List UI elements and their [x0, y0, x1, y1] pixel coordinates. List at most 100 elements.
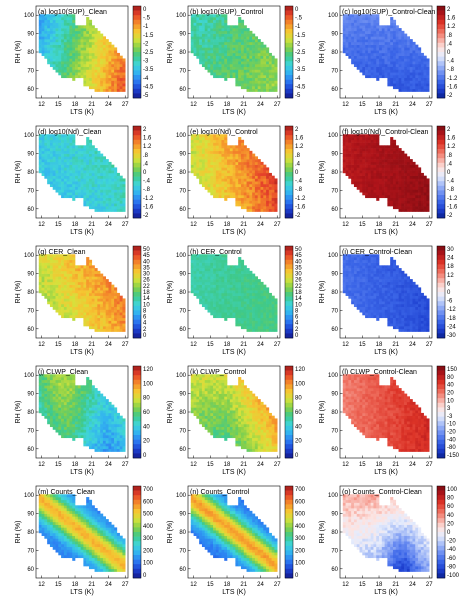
heatmap-cell	[370, 172, 374, 176]
heatmap-cell	[69, 55, 73, 59]
heatmap-cell	[221, 58, 225, 62]
heatmap-cell	[254, 164, 258, 168]
heatmap-cell	[387, 192, 391, 196]
heatmap-cell	[215, 279, 219, 283]
heatmap-cell	[61, 292, 65, 296]
heatmap-cell	[210, 148, 214, 152]
heatmap-cell	[63, 63, 67, 68]
heatmap-cell	[190, 159, 194, 163]
heatmap-cell	[390, 161, 394, 165]
heatmap-cell	[260, 44, 264, 48]
heatmap-cell	[86, 159, 90, 163]
heatmap-cell	[100, 66, 104, 70]
heatmap-cell	[232, 164, 236, 168]
heatmap-cell	[412, 200, 416, 204]
heatmap-cell	[94, 203, 98, 207]
heatmap-cell	[66, 281, 70, 285]
heatmap-cell	[38, 153, 42, 157]
heatmap-cell	[83, 320, 87, 324]
heatmap-cell	[66, 257, 70, 261]
heatmap-cell	[395, 186, 399, 190]
heatmap-cell	[44, 268, 48, 272]
heatmap-cell	[406, 175, 410, 179]
heatmap-cell	[412, 69, 416, 73]
heatmap-cell	[196, 172, 200, 176]
heatmap-cell	[116, 320, 120, 324]
heatmap-cell	[72, 265, 76, 269]
heatmap-cell	[83, 66, 87, 70]
heatmap-cell	[365, 134, 369, 138]
heatmap-cell	[238, 153, 242, 157]
heatmap-cell	[97, 33, 101, 37]
heatmap-cell	[105, 200, 109, 204]
heatmap-cell	[122, 181, 126, 185]
heatmap-cell	[86, 153, 90, 157]
heatmap-cell	[356, 164, 360, 168]
heatmap-cell	[274, 75, 278, 79]
heatmap-cell	[114, 63, 118, 68]
heatmap-cell	[38, 39, 42, 43]
heatmap-cell	[232, 25, 236, 29]
heatmap-cell	[367, 153, 371, 157]
heatmap-cell	[367, 39, 371, 43]
heatmap-cell	[47, 181, 51, 185]
heatmap-cell	[406, 75, 410, 79]
heatmap-cell	[390, 55, 394, 59]
heatmap-cell	[111, 326, 115, 330]
heatmap-cell	[199, 259, 203, 263]
heatmap-cell	[420, 178, 424, 182]
heatmap-cell	[370, 25, 374, 29]
heatmap-cell	[426, 72, 430, 76]
heatmap-cell	[426, 206, 430, 210]
heatmap-cell	[193, 257, 197, 261]
heatmap-cell	[215, 175, 219, 179]
heatmap-cell	[193, 254, 197, 258]
heatmap-cell	[196, 287, 200, 291]
heatmap-cell	[404, 80, 408, 84]
heatmap-cell	[392, 61, 397, 65]
heatmap-cell	[240, 195, 245, 199]
heatmap-cell	[348, 44, 352, 48]
heatmap-cell	[238, 19, 242, 23]
heatmap-cell	[240, 33, 245, 37]
heatmap-cell	[398, 77, 402, 81]
heatmap-cell	[122, 72, 126, 76]
heatmap-cell	[47, 257, 51, 261]
heatmap-cell	[94, 290, 98, 294]
heatmap-cell	[240, 181, 245, 185]
heatmap-cell	[49, 156, 54, 160]
heatmap-cell	[97, 290, 101, 294]
heatmap-cell	[351, 58, 355, 62]
heatmap-cell	[351, 181, 355, 185]
heatmap-cell	[345, 134, 349, 138]
heatmap-cell	[362, 19, 366, 23]
heatmap-cell	[392, 159, 397, 163]
heatmap-cell	[370, 69, 374, 73]
heatmap-cell	[342, 44, 346, 48]
heatmap-cell	[88, 183, 93, 188]
heatmap-cell	[119, 200, 123, 204]
heatmap-cell	[88, 290, 93, 294]
heatmap-cell	[97, 175, 101, 179]
heatmap-cell	[97, 178, 101, 182]
heatmap-cell	[190, 14, 194, 18]
heatmap-cell	[86, 161, 90, 165]
heatmap-cell	[229, 186, 233, 190]
heatmap-cell	[47, 33, 51, 37]
colorbar-segment	[285, 79, 293, 85]
heatmap-cell	[75, 290, 79, 294]
heatmap-cell	[190, 265, 194, 269]
heatmap-cell	[351, 33, 355, 37]
colorbar-segment	[285, 52, 293, 57]
heatmap-cell	[49, 63, 54, 68]
heatmap-cell	[398, 69, 402, 73]
heatmap-cell	[91, 295, 95, 299]
heatmap-cell	[221, 281, 225, 285]
heatmap-cell	[367, 145, 371, 149]
heatmap-cell	[246, 183, 250, 188]
heatmap-cell	[213, 183, 217, 188]
heatmap-cell	[72, 139, 76, 143]
heatmap-cell	[221, 257, 225, 261]
heatmap-cell	[356, 61, 360, 65]
heatmap-cell	[88, 262, 93, 266]
